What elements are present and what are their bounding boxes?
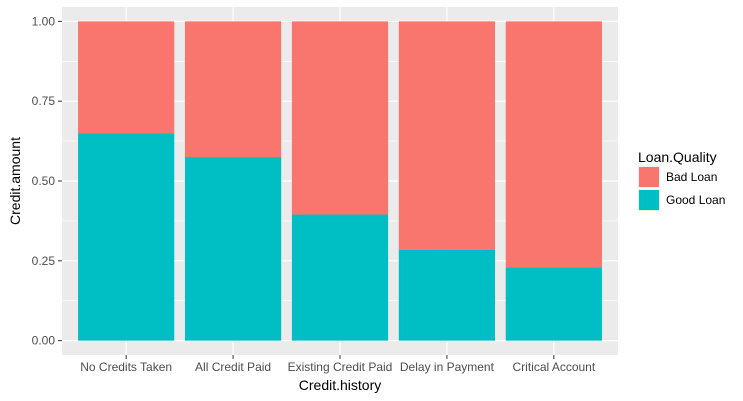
y-axis: 0.00 0.25 0.50 0.75 1.00 — [32, 14, 62, 348]
y-tick-label: 0.25 — [32, 254, 56, 268]
y-tick-label: 1.00 — [32, 14, 56, 28]
legend-title: Loan.Quality — [638, 149, 717, 165]
legend-swatch — [639, 190, 659, 210]
bar-good-loan — [78, 133, 175, 341]
bar-bad-loan — [78, 21, 175, 134]
legend-swatch — [639, 167, 659, 187]
bar-bad-loan — [398, 21, 496, 250]
bars — [78, 21, 602, 341]
x-tick-label: Existing Credit Paid — [288, 360, 393, 374]
x-tick-label: Critical Account — [512, 360, 595, 374]
bar-bad-loan — [505, 21, 602, 268]
x-tick-label: Delay in Payment — [400, 360, 495, 374]
y-tick-label: 0.00 — [32, 334, 56, 348]
x-axis-title: Credit.history — [299, 377, 381, 393]
bar-good-loan — [505, 267, 602, 341]
x-axis: No Credits Taken All Credit Paid Existing … — [80, 355, 596, 374]
y-axis-title: Credit.amount — [7, 137, 23, 225]
bar-bad-loan — [291, 21, 389, 215]
y-tick-label: 0.75 — [32, 94, 56, 108]
bar-good-loan — [291, 214, 389, 341]
legend-label: Bad Loan — [666, 170, 717, 184]
bar-bad-loan — [184, 21, 282, 158]
legend-label: Good Loan — [666, 193, 725, 207]
bar-good-loan — [398, 249, 496, 341]
legend: Loan.Quality Bad Loan Good Loan — [638, 149, 725, 211]
x-tick-label: All Credit Paid — [195, 360, 271, 374]
y-tick-label: 0.50 — [32, 174, 56, 188]
bar-good-loan — [184, 157, 282, 341]
x-tick-label: No Credits Taken — [80, 360, 172, 374]
